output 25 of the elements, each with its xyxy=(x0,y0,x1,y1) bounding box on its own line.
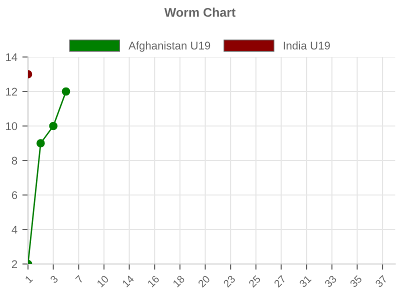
x-tick-label: 25 xyxy=(248,274,262,288)
x-tick-label: 1 xyxy=(24,275,33,284)
y-tick-label: 6 xyxy=(12,191,18,200)
y-tick-label: 12 xyxy=(6,88,18,96)
x-tick-label: 27 xyxy=(274,274,286,288)
y-tick-label: 2 xyxy=(12,260,18,268)
legend-label: India U19 xyxy=(284,41,330,50)
x-tick-label: 18 xyxy=(172,274,186,288)
y-tick-label: 10 xyxy=(6,122,18,130)
x-tick-label: 35 xyxy=(349,274,362,288)
x-tick-label: 7 xyxy=(75,275,84,284)
x-tick-label: 31 xyxy=(298,274,312,288)
x-tick-label: 16 xyxy=(147,274,160,288)
x-tick-label: 37 xyxy=(374,274,388,288)
y-tick-label: 4 xyxy=(12,226,18,234)
legend-label: Afghanistan U19 xyxy=(128,41,210,52)
x-tick-label: 20 xyxy=(198,274,210,288)
y-tick-label: 14 xyxy=(6,53,18,62)
x-tick-label: 3 xyxy=(50,274,58,284)
y-tick-label: 8 xyxy=(12,156,18,165)
x-tick-label: 14 xyxy=(122,274,134,288)
chart-title: Worm Chart xyxy=(164,8,236,17)
x-tick-label: 10 xyxy=(96,274,110,288)
x-tick-label: 23 xyxy=(222,274,236,288)
x-tick-label: 33 xyxy=(324,274,337,288)
